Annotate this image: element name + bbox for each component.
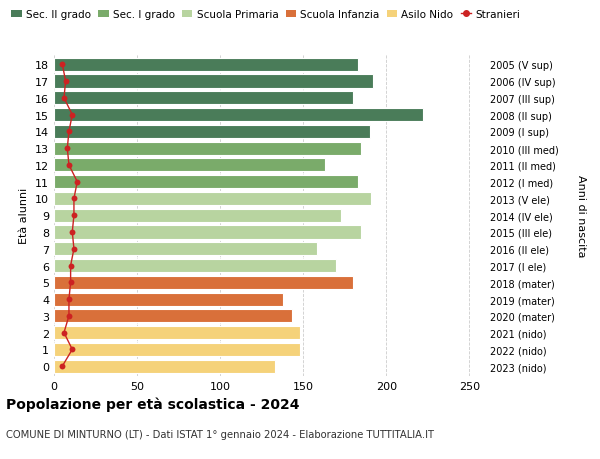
Point [67,346,77,353]
Point [69,212,79,219]
Point [69,196,79,203]
Bar [54,209,341,222]
Bar [54,360,275,373]
Text: Popolazione per età scolastica - 2024: Popolazione per età scolastica - 2024 [6,397,299,412]
Point [64,129,74,136]
Point [73,179,82,186]
Bar [54,125,370,139]
Bar [54,310,292,323]
Point [66,262,76,269]
Bar [54,75,373,89]
Y-axis label: Età alunni: Età alunni [19,188,29,244]
Bar [54,142,361,155]
Legend: Sec. II grado, Sec. I grado, Scuola Primaria, Scuola Infanzia, Asilo Nido, Stran: Sec. II grado, Sec. I grado, Scuola Prim… [11,10,520,20]
Point [58,363,67,370]
Point [64,296,74,303]
Text: COMUNE DI MINTURNO (LT) - Dati ISTAT 1° gennaio 2024 - Elaborazione TUTTITALIA.I: COMUNE DI MINTURNO (LT) - Dati ISTAT 1° … [6,429,434,439]
Point [66,279,76,286]
Point [64,313,74,320]
Point [62,145,72,152]
Bar [54,326,300,339]
Bar [54,59,358,72]
Bar [54,109,423,122]
Y-axis label: Anni di nascita: Anni di nascita [575,174,586,257]
Point [67,229,77,236]
Bar [54,343,300,356]
Bar [54,259,337,273]
Bar [54,243,317,256]
Bar [54,176,358,189]
Bar [54,276,353,289]
Bar [54,226,361,239]
Bar [54,192,371,206]
Bar [54,92,353,105]
Point [69,246,79,253]
Point [59,95,69,102]
Point [59,329,69,336]
Bar [54,293,283,306]
Point [61,78,70,85]
Bar [54,159,325,172]
Point [67,112,77,119]
Point [58,62,67,69]
Point [64,162,74,169]
